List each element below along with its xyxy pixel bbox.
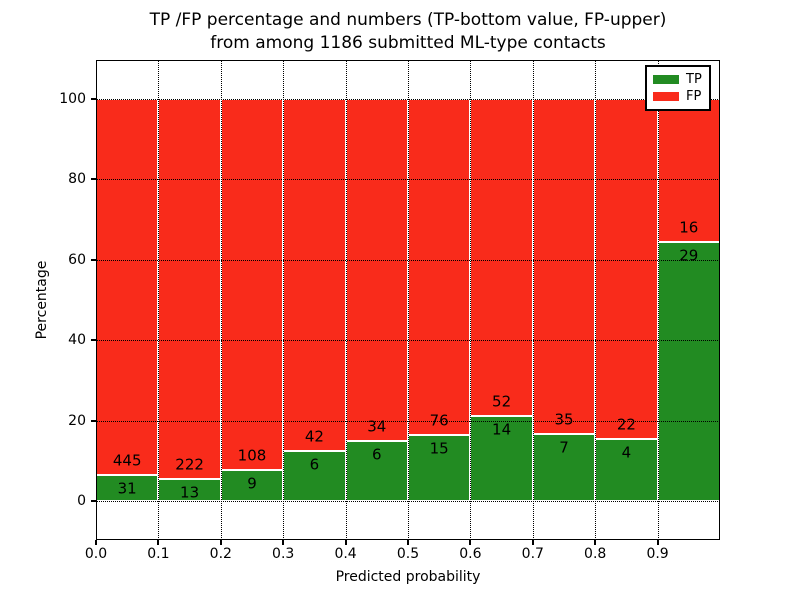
fp-bar-segment: [657, 98, 720, 242]
chart-title-line2: from among 1186 submitted ML-type contac…: [210, 33, 606, 53]
vertical-gridline: [595, 60, 597, 540]
x-tick-mark: [95, 540, 97, 545]
fp-count-label: 76: [429, 411, 449, 430]
fp-bar-segment: [283, 98, 346, 451]
fp-bar-segment: [96, 98, 159, 475]
x-tick-mark: [531, 540, 534, 545]
fp-count-label: 52: [492, 392, 512, 411]
tp-count-label: 15: [429, 439, 449, 458]
y-tick-label: 0: [77, 493, 86, 509]
fp-count-label: 35: [554, 410, 574, 429]
legend-item-fp: FP: [653, 90, 709, 103]
horizontal-gridline: [96, 179, 720, 181]
x-tick-mark: [344, 540, 347, 545]
y-tick-label: 100: [59, 90, 86, 107]
y-tick-mark: [91, 339, 96, 342]
x-tick-label: 0.9: [646, 546, 669, 562]
tp-bar-segment: [532, 434, 596, 501]
horizontal-gridline: [96, 98, 720, 100]
fp-legend-label: FP: [686, 89, 702, 104]
x-tick-label: 0.8: [584, 546, 607, 562]
fp-bar-segment: [595, 98, 658, 440]
fp-bar-segment: [220, 98, 284, 471]
x-tick-mark: [407, 540, 409, 545]
tp-count-label: 6: [372, 445, 382, 464]
tp-count-label: 13: [180, 483, 200, 502]
vertical-gridline: [283, 60, 285, 540]
tp-bar-segment: [283, 450, 346, 501]
legend-item-tp: TP: [653, 73, 709, 86]
fp-count-label: 222: [175, 455, 204, 474]
vertical-gridline: [532, 60, 534, 540]
x-tick-mark: [656, 540, 659, 545]
y-tick-label: 60: [68, 251, 86, 268]
fp-count-label: 42: [304, 427, 324, 446]
y-tick-mark: [91, 178, 96, 181]
y-tick-label: 20: [68, 412, 86, 429]
tp-bar-segment: [408, 434, 471, 501]
fp-count-label: 34: [367, 417, 387, 436]
tp-count-label: 7: [559, 438, 569, 457]
fp-bar-segment: [345, 98, 408, 441]
y-tick-mark: [91, 97, 96, 100]
tp-count-label: 29: [679, 246, 699, 265]
fp-count-label: 16: [679, 218, 699, 237]
tp-legend-label: TP: [686, 72, 702, 87]
fp-count-label: 445: [112, 451, 142, 470]
horizontal-gridline: [96, 340, 720, 342]
fp-count-label: 22: [616, 415, 636, 434]
x-tick-label: 0.2: [209, 546, 232, 562]
tp-count-label: 31: [117, 479, 137, 498]
fp-bar-segment: [532, 98, 596, 434]
vertical-gridline: [345, 60, 347, 540]
x-tick-mark: [594, 540, 597, 545]
chart-title: TP /FP percentage and numbers (TP-bottom…: [96, 9, 720, 55]
fp-bar-segment: [158, 98, 221, 479]
vertical-gridline: [657, 60, 659, 540]
tp-legend-swatch: [653, 75, 679, 84]
y-tick-label: 40: [68, 332, 86, 349]
fp-bar-segment: [408, 98, 471, 435]
x-tick-mark: [219, 540, 222, 545]
x-tick-label: 0.5: [396, 546, 420, 562]
y-tick-mark: [91, 419, 96, 422]
x-tick-label: 0.7: [521, 546, 544, 562]
tp-count-label: 6: [309, 455, 320, 474]
x-tick-mark: [282, 540, 285, 545]
x-tick-label: 0.4: [334, 546, 357, 562]
y-axis-label: Percentage: [34, 260, 50, 340]
legend: TP FP: [645, 65, 711, 111]
x-axis-label: Predicted probability: [335, 569, 481, 585]
vertical-gridline: [470, 60, 472, 540]
x-tick-mark: [157, 540, 160, 545]
fp-count-label: 108: [237, 446, 267, 465]
y-tick-mark: [91, 258, 96, 261]
x-tick-label: 0.1: [147, 546, 170, 562]
x-tick-label: 0.3: [272, 546, 295, 562]
tp-count-label: 14: [492, 420, 512, 439]
y-tick-mark: [91, 500, 96, 502]
fp-legend-swatch: [653, 92, 679, 101]
x-tick-mark: [469, 540, 472, 545]
vertical-gridline: [408, 60, 409, 540]
x-tick-label: 0.6: [459, 546, 482, 562]
horizontal-gridline: [96, 420, 720, 422]
tp-count-label: 9: [247, 474, 257, 493]
y-tick-label: 80: [68, 171, 86, 188]
x-tick-label: 0.0: [84, 546, 108, 562]
fp-bar-segment: [470, 98, 533, 416]
horizontal-gridline: [96, 501, 720, 502]
tp-count-label: 4: [621, 443, 632, 462]
chart-title-line1: TP /FP percentage and numbers (TP-bottom…: [149, 10, 667, 30]
vertical-gridline: [158, 60, 160, 540]
horizontal-gridline: [96, 259, 720, 261]
tp-bar-segment: [657, 241, 720, 501]
plot-area: TP FP 445 31 222 13 108 9 42 6 34 6 76 15 52 14 35 7 22 4…: [96, 60, 720, 540]
vertical-gridline: [220, 60, 222, 540]
